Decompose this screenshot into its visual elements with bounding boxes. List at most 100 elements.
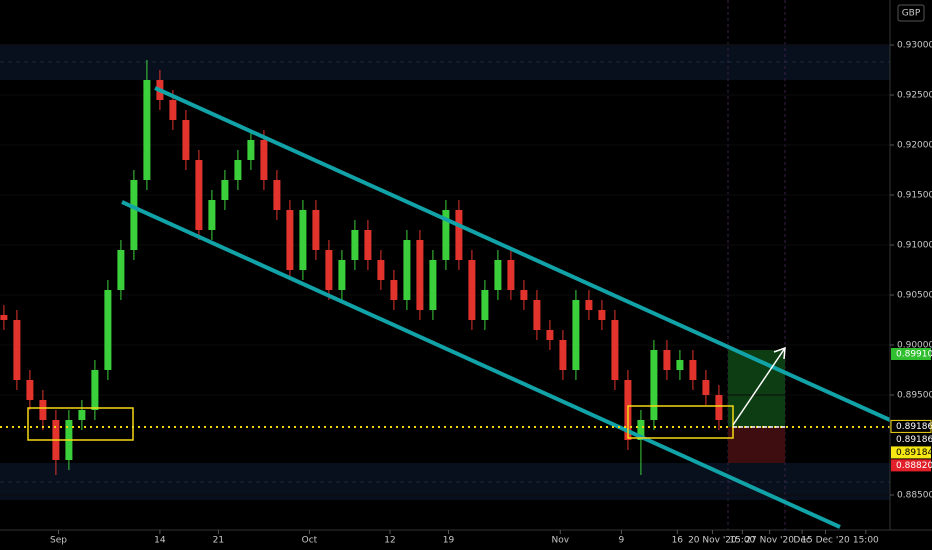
candle-body [299,210,307,270]
price-label-box [891,459,931,472]
x-tick-label: 12 [384,536,395,546]
price-label-box [891,348,931,360]
price-label-box [890,419,932,433]
candle-body [559,340,567,370]
candle-body [403,240,411,300]
x-tick-label: 9 [619,536,625,546]
y-tick-label: 0.89500 [897,391,932,401]
candle-body [598,310,606,320]
candle-body [689,360,697,380]
y-tick-label: 0.90500 [897,291,932,301]
price-label: 0.89910 [896,350,932,360]
candle-body [130,180,138,250]
y-tick-label: 0.88500 [897,491,932,501]
candle-body [286,210,294,270]
candle-body [468,260,476,320]
candle-body [182,120,190,160]
candle-body [325,250,333,290]
price-label: 0.89186 [896,435,932,445]
x-tick-label: 19 [443,536,455,546]
candle-body [520,290,528,300]
x-tick-label: 15:00 [729,536,755,546]
x-tick-label: 20 Nov '20 [688,536,737,546]
candle-body [338,260,346,290]
candle-body [663,350,671,370]
x-tick-label: 15:00 [853,536,879,546]
axis-labels: 0.93000 0.92500 0.92000 0.91500 0.91000 0.905… [50,41,932,546]
candle-body [221,180,229,200]
candle-body [195,160,203,230]
candle-body [650,350,658,420]
arrow-head [773,346,786,360]
candle-body [442,210,450,260]
candle-body [481,290,489,320]
candle-body [13,320,21,380]
candle-body [312,210,320,250]
channel-lower [121,200,841,529]
candle-body [351,230,359,260]
zone-box [627,405,734,439]
candle-body [572,300,580,370]
y-tick-label: 0.90000 [897,341,932,351]
x-tick-label: Nov [552,536,570,546]
candle-body [169,100,177,120]
candle-body [26,380,34,400]
candle-body [611,320,619,380]
price-label-box [891,446,931,459]
candle-body [715,395,723,420]
price-label: 0.89186 [896,422,932,432]
candle-body [585,300,593,310]
y-tick-label: 0.92000 [897,141,932,151]
y-tick-label: 0.91500 [897,191,932,201]
currency-box [897,4,925,22]
candle-body [676,360,684,370]
candle-body [390,280,398,300]
x-tick-label: 21 [213,536,224,546]
candle-body [260,140,268,180]
candle-body [507,260,515,290]
currency: GBP [902,9,921,19]
candle-body [533,300,541,330]
candle-body [494,260,502,290]
x-tick-label: 15 Dec '20 [801,536,850,546]
candle-body [104,290,112,370]
x-tick-label: Oct [302,536,318,546]
candle-body [273,180,281,210]
zone-box [27,407,134,441]
candle-body [637,420,645,440]
candle-body [416,240,424,310]
candle-body [0,315,8,320]
stop-box [728,427,785,463]
y-tick-label: 0.93000 [897,41,932,51]
projection-arrow [732,347,786,426]
demand-zone [0,463,890,500]
x-tick-label: 27 Nov '20 [745,536,794,546]
channel-upper [154,86,891,422]
candle-body [117,250,125,290]
y-tick-label: 0.92500 [897,91,932,101]
x-tick-label: 16 [672,536,684,546]
supply-zone [0,44,890,80]
x-tick-label: 14 [154,536,166,546]
candle-body [208,200,216,230]
candle-body [364,230,372,260]
x-tick-label: Dec [793,536,810,546]
candle-body [234,160,242,180]
price-label: 0.89184 [896,448,932,458]
candle-body [247,140,255,160]
y-tick-label: 0.91000 [897,241,932,251]
candle-body [39,400,47,420]
price-label-box [891,433,931,446]
price-label: 0.88820 [896,461,932,471]
candle-body [91,370,99,410]
candle-body [78,410,86,420]
candle-body [546,330,554,340]
candle-body [455,210,463,260]
candle-body [143,80,151,180]
candle-body [702,380,710,395]
candle-body [377,260,385,280]
x-tick-label: Sep [50,536,67,546]
candle-body [429,260,437,310]
